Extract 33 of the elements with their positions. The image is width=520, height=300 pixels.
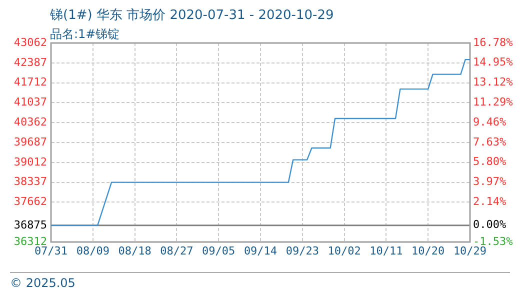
x-tick-label: 08/18 [118,244,152,258]
x-tick-label: 10/02 [328,244,361,258]
x-tick-label: 08/09 [76,244,110,258]
text: © 2025.05 [10,276,76,290]
y2-tick-label: 3.97% [473,175,506,188]
y-tick-label: 39687 [14,135,47,148]
y2-tick-label: 16.78% [473,36,514,49]
y-tick-label: 39012 [14,155,47,168]
x-tick-label: 10/20 [412,244,445,258]
chart-title: 锑(1#) 华东 市场价 2020-07-31 - 2020-10-29 [50,7,334,24]
chart-subtitle: 品名:1#锑锭 [50,26,120,43]
y2-tick-label: 7.63% [473,135,506,148]
x-tick-label: 10/11 [370,244,403,258]
y-tick-label: 42387 [14,56,47,69]
x-tick-label: 09/14 [244,244,278,258]
y-tick-label: 41037 [14,96,47,109]
x-tick-label: 09/23 [286,244,319,258]
x-tick-label: 10/29 [453,244,487,258]
y-tick-label: 43062 [14,36,47,49]
y2-tick-label: 13.12% [473,76,514,89]
y-tick-label: 40362 [14,115,47,128]
y2-tick-label: 5.80% [473,155,506,168]
x-tick-label: 09/05 [202,244,236,258]
y-tick-label: 41712 [14,76,47,89]
y2-tick-label: 0.00% [473,218,506,232]
y2-tick-label: 2.14% [473,194,506,208]
y2-tick-label: 14.95% [473,56,514,69]
y-tick-label: 37662 [14,195,47,208]
x-tick-label: 08/27 [160,244,194,258]
y2-tick-label: 9.46% [473,115,506,128]
y2-tick-label: 11.29% [473,96,514,109]
y-tick-label: 36875 [14,218,47,232]
y-tick-label: 38337 [14,175,47,188]
